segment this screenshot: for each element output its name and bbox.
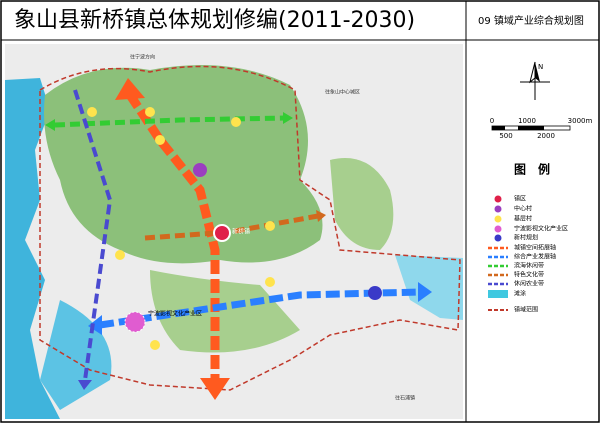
scale-label: 0 [490,117,494,125]
arrowhead [78,380,92,390]
village [87,107,97,117]
map-label: 新桥镇 [232,228,250,236]
hills [330,158,394,250]
village [115,250,125,260]
legend-label: 中心村 [514,205,532,213]
leisure-belt [54,115,286,128]
arrowhead [316,210,326,222]
industry-axis [99,288,421,329]
sheet-name: 09 镇域产业综合规划图 [478,14,584,27]
scale-label: 3000m [568,117,593,125]
compass-needle [529,61,536,84]
legend-symbol [494,215,502,223]
compass: N [520,61,550,100]
water [5,78,60,419]
title: 象山县新桥镇总体规划修编(2011-2030) [14,8,415,33]
hills [150,270,300,353]
arrowhead [115,78,145,100]
legend-symbol [488,290,508,298]
boundary [39,65,461,391]
legend-label: 新村规划 [514,234,538,242]
scale-label: 1000 [518,117,536,125]
legend-symbol [494,195,502,203]
scale-label: 500 [499,132,512,140]
village [231,117,241,127]
legend-label: 镇域范围 [514,306,538,314]
legend-label: 宁波影视文化产业区 [514,225,568,233]
culture-zone [124,311,146,333]
village [145,107,155,117]
tidal-flat [395,255,463,320]
legend-symbol [494,205,502,213]
scale-segment [492,126,505,130]
village [155,135,165,145]
arrowhead [45,119,55,131]
legend-label: 滩涂 [514,290,526,298]
legend-label: 基层村 [514,215,532,223]
arrowhead [200,378,230,400]
legend-label: 特色文化带 [514,271,544,279]
arrowhead [283,112,293,124]
map-label: 往象山中心城区 [325,89,360,96]
map-label: 往石浦镇 [395,395,415,402]
legend-symbol [494,234,502,242]
legend-label: 综合产业发展轴 [514,253,556,261]
village [150,340,160,350]
scale-segment [518,126,544,130]
town-marker [213,224,231,242]
legend: 图 例 镇区中心村基层村宁波影视文化产业区新村规划城镇空间拓展轴综合产业发展轴滨… [488,162,568,314]
arrowhead [88,315,102,335]
map-label: 宁波影视文化产业区 [148,310,202,318]
map: 新桥镇 宁波影视文化产业区 往宁波方向 往象山中心城区 往石浦镇 [5,44,463,419]
expansion-axis [126,92,220,380]
farming-belt [73,89,113,381]
village [265,277,275,287]
legend-title: 图 例 [514,162,550,177]
new-village [368,286,382,300]
legend-label: 镇区 [514,195,526,203]
north-label: N [538,63,543,71]
arrowhead [418,282,432,302]
legend-label: 休闲农业带 [514,280,544,288]
legend-symbol [494,225,502,233]
center-village [193,163,207,177]
compass-needle [535,62,540,82]
map-label: 往宁波方向 [130,54,155,61]
village [265,221,275,231]
culture-belt [144,213,319,241]
scale-bar: 0 1000 3000m 500 2000 [490,117,593,140]
legend-label: 城镇空间拓展轴 [514,244,556,252]
scale-label: 2000 [537,132,555,140]
legend-label: 滨海休闲带 [514,262,544,270]
